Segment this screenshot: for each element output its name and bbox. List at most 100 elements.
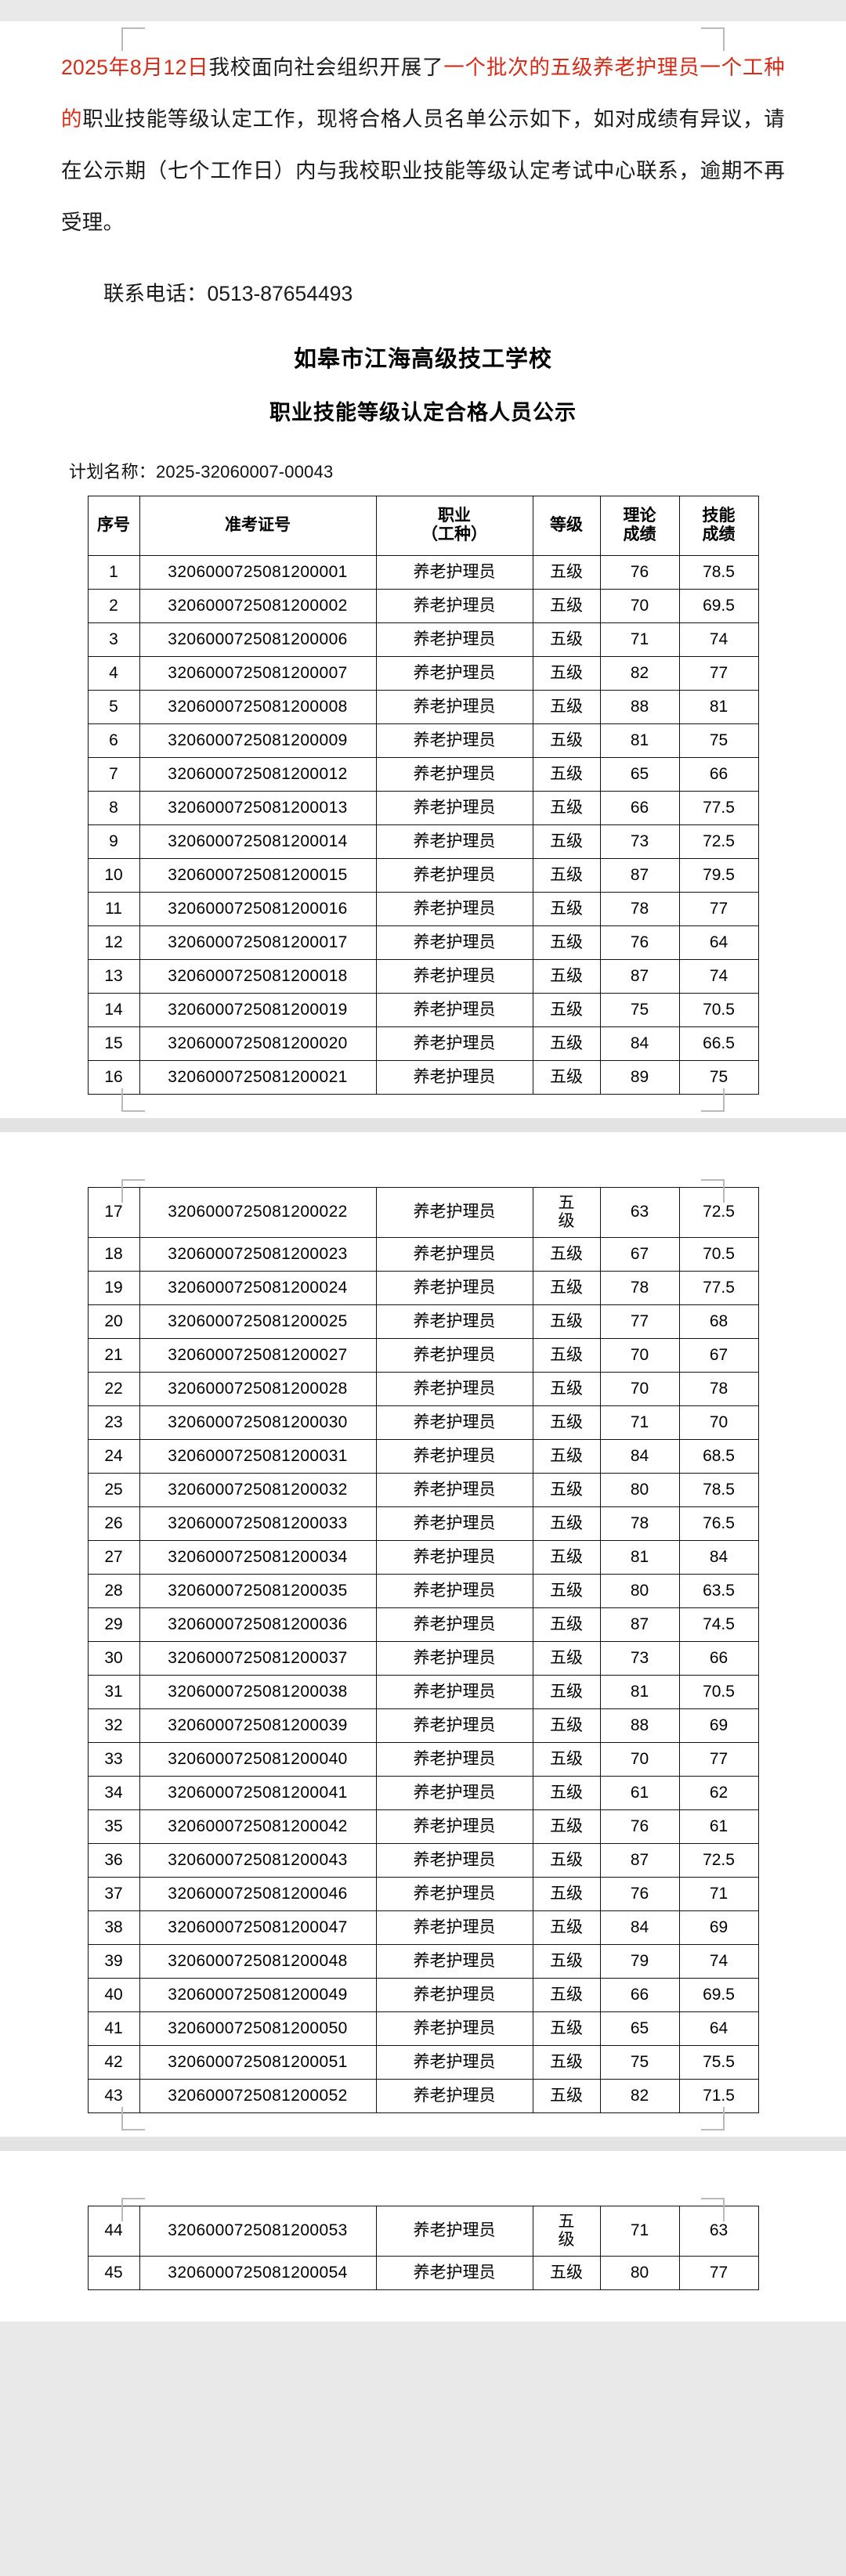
cell-theory: 87 [599,857,680,893]
cell-occupation: 养老护理员 [375,1573,533,1608]
cell-theory: 84 [599,1026,680,1061]
cell-level: 五级 [532,790,601,825]
cell-index: 9 [87,824,140,859]
table-row: 38 3206000725081200047 养老护理员 五级 84 69 [87,1910,759,1945]
table-row: 4 3206000725081200007 养老护理员 五级 82 77 [87,655,759,691]
cell-occupation: 养老护理员 [375,2044,533,2080]
table-row: 39 3206000725081200048 养老护理员 五级 79 74 [87,1943,759,1979]
cell-theory: 87 [599,958,680,994]
table-row: 29 3206000725081200036 养老护理员 五级 87 74.5 [87,1607,759,1642]
cell-index: 25 [87,1472,140,1507]
col-header-theory-line2: 成绩 [623,525,656,544]
cell-skill: 77 [678,2255,759,2290]
cell-exam-no: 3206000725081200034 [139,1539,377,1575]
table-row: 21 3206000725081200027 养老护理员 五级 70 67 [87,1337,759,1373]
cell-level: 五级 [532,2205,601,2257]
table-row: 25 3206000725081200032 养老护理员 五级 80 78.5 [87,1472,759,1507]
cell-level: 五级 [532,2078,601,2113]
results-table-page-2: 17 3206000725081200022 养老护理员 五级 63 72.5 18 3206… [87,1186,759,2113]
cell-skill: 69.5 [678,588,759,623]
cell-index: 39 [87,1943,140,1979]
cell-theory: 67 [599,1236,680,1272]
cell-exam-no: 3206000725081200053 [139,2205,377,2257]
table-row: 5 3206000725081200008 养老护理员 五级 88 81 [87,689,759,724]
table-body-page-1: 1 3206000725081200001 养老护理员 五级 76 78.5 2 320600… [87,554,759,1095]
cell-theory: 87 [599,1842,680,1878]
cell-theory: 82 [599,2078,680,2113]
cell-index: 28 [87,1573,140,1608]
cell-index: 40 [87,1977,140,2012]
table-row: 40 3206000725081200049 养老护理员 五级 66 69.5 [87,1977,759,2012]
cell-exam-no: 3206000725081200009 [139,723,377,758]
cell-level: 五级 [532,1270,601,1305]
table-row: 3 3206000725081200006 养老护理员 五级 71 74 [87,622,759,657]
cell-occupation: 养老护理员 [375,1371,533,1406]
cell-level: 五级 [532,1775,601,1810]
cell-exam-no: 3206000725081200040 [139,1741,377,1777]
cell-occupation: 养老护理员 [375,824,533,859]
cell-level: 五级 [532,588,601,623]
cell-index: 42 [87,2044,140,2080]
table-row: 24 3206000725081200031 养老护理员 五级 84 68.5 [87,1438,759,1474]
cell-occupation: 养老护理员 [375,756,533,792]
cell-skill: 72.5 [678,1186,759,1238]
cell-exam-no: 3206000725081200028 [139,1371,377,1406]
cell-theory: 78 [599,1506,680,1541]
cell-skill: 77 [678,655,759,691]
level-wrapped: 五级 [558,2212,575,2249]
cell-index: 26 [87,1506,140,1541]
cell-level: 五级 [532,655,601,691]
table-row: 28 3206000725081200035 养老护理员 五级 80 63.5 [87,1573,759,1608]
cell-level: 五级 [532,1371,601,1406]
cell-exam-no: 3206000725081200054 [139,2255,377,2290]
cell-occupation: 养老护理员 [375,723,533,758]
cell-index: 10 [87,857,140,893]
cell-skill: 61 [678,1809,759,1844]
cell-index: 15 [87,1026,140,1061]
table-row: 33 3206000725081200040 养老护理员 五级 70 77 [87,1741,759,1777]
table-row: 11 3206000725081200016 养老护理员 五级 78 77 [87,891,759,926]
cell-index: 16 [87,1059,140,1095]
cell-skill: 77.5 [678,790,759,825]
cell-skill: 77.5 [678,1270,759,1305]
cell-occupation: 养老护理员 [375,1809,533,1844]
cell-exam-no: 3206000725081200013 [139,790,377,825]
cell-skill: 71 [678,1876,759,1911]
cell-exam-no: 3206000725081200017 [139,925,377,960]
table-row: 9 3206000725081200014 养老护理员 五级 73 72.5 [87,824,759,859]
cell-level: 五级 [532,622,601,657]
cell-theory: 78 [599,891,680,926]
cell-index: 4 [87,655,140,691]
cell-level: 五级 [532,554,601,590]
cell-occupation: 养老护理员 [375,958,533,994]
cell-theory: 76 [599,1809,680,1844]
cell-theory: 61 [599,1775,680,1810]
cell-index: 7 [87,756,140,792]
cell-index: 5 [87,689,140,724]
cell-occupation: 养老护理员 [375,1059,533,1095]
cell-skill: 70.5 [678,1236,759,1272]
cell-occupation: 养老护理员 [375,1539,533,1575]
cell-level: 五级 [532,1741,601,1777]
cell-theory: 71 [599,2205,680,2257]
cell-index: 29 [87,1607,140,1642]
cell-index: 33 [87,1741,140,1777]
cell-occupation: 养老护理员 [375,1405,533,1440]
cell-skill: 71.5 [678,2078,759,2113]
cell-skill: 75 [678,723,759,758]
cell-exam-no: 3206000725081200025 [139,1304,377,1339]
col-header-skill-line2: 成绩 [702,525,736,544]
cell-exam-no: 3206000725081200018 [139,958,377,994]
cell-skill: 69 [678,1708,759,1743]
cell-skill: 63.5 [678,1573,759,1608]
cell-exam-no: 3206000725081200024 [139,1270,377,1305]
col-header-occupation: 职业 （工种） [375,495,533,556]
cell-skill: 72.5 [678,1842,759,1878]
cell-occupation: 养老护理员 [375,588,533,623]
cell-skill: 68.5 [678,1438,759,1474]
cell-level: 五级 [532,1438,601,1474]
cell-index: 14 [87,992,140,1027]
cell-theory: 81 [599,723,680,758]
cell-skill: 78 [678,1371,759,1406]
